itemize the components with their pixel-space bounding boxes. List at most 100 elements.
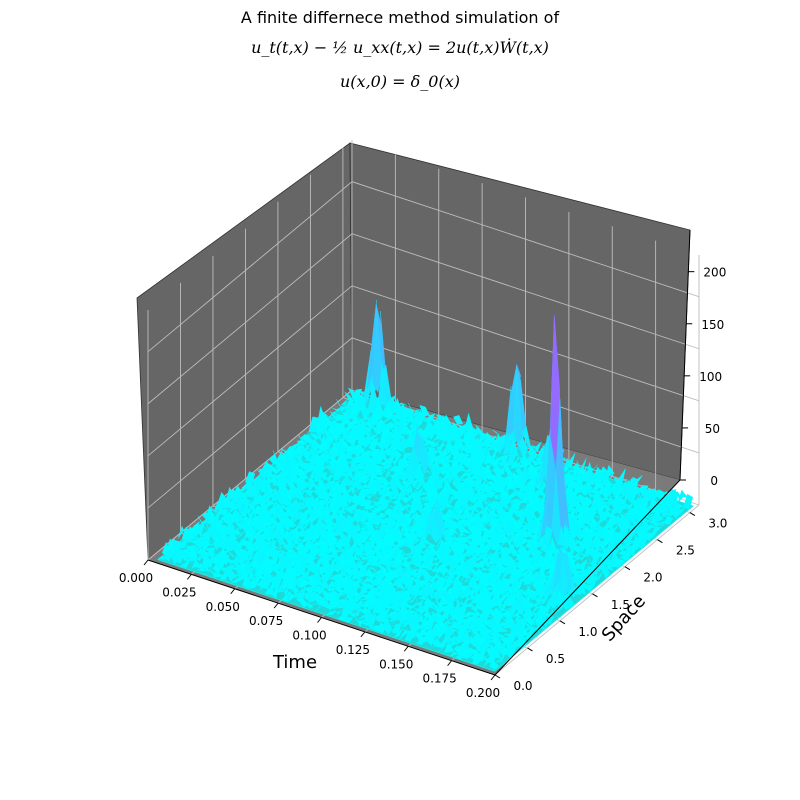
surface-cell	[290, 549, 301, 568]
grid-line-z	[147, 233, 700, 405]
surface-cell	[499, 598, 510, 608]
surface-cell	[573, 562, 584, 569]
surface-cell	[280, 524, 292, 532]
surface-cell	[262, 574, 274, 588]
x-tick	[317, 617, 322, 623]
surface-cell	[276, 498, 287, 505]
surface-cell	[211, 537, 222, 551]
surface-cell	[448, 620, 459, 633]
surface-cell	[352, 577, 363, 586]
surface-cell	[341, 472, 353, 491]
surface-cell	[460, 647, 471, 659]
surface-cell	[506, 453, 517, 466]
surface-cell	[360, 569, 371, 578]
surface-cell	[398, 470, 410, 483]
surface-cell	[286, 498, 296, 500]
surface-cell	[353, 592, 364, 603]
surface-cell	[395, 491, 407, 501]
x-tick-label: 0.200	[466, 686, 500, 700]
surface-cell	[362, 374, 373, 413]
surface-cell	[538, 544, 549, 555]
surface-cell	[617, 478, 628, 483]
surface-cell	[348, 610, 359, 618]
surface-cell	[509, 549, 520, 557]
x-tick	[490, 674, 496, 681]
surface-cell	[571, 556, 583, 567]
surface-cell	[324, 456, 334, 466]
surface-cell	[334, 506, 346, 519]
surface-cell	[302, 591, 313, 601]
surface-cell	[320, 602, 331, 607]
surface-cell	[315, 584, 326, 596]
surface-cell	[293, 575, 304, 587]
surface-cell	[397, 543, 409, 550]
surface-cell	[399, 579, 410, 593]
surface-cell	[667, 506, 678, 520]
surface-cell	[587, 554, 598, 568]
surface-cell	[525, 454, 536, 467]
surface-cell	[347, 387, 359, 402]
surface-cell	[348, 503, 359, 511]
surface-cell	[483, 653, 494, 668]
surface-cell	[579, 550, 590, 558]
surface-cell	[485, 489, 496, 499]
surface-cell	[344, 506, 355, 514]
surface-cell	[455, 643, 466, 661]
surface-cell	[269, 569, 280, 573]
surface-cell	[538, 609, 549, 622]
surface-cell	[225, 566, 236, 582]
surface-cell	[405, 504, 416, 516]
surface-cell	[582, 575, 593, 585]
surface-cell	[620, 513, 632, 533]
surface-cell	[426, 576, 437, 584]
surface-cell	[352, 560, 364, 570]
surface-cell	[599, 564, 610, 579]
surface-cell	[315, 602, 325, 612]
surface-cell	[570, 551, 581, 560]
surface-cell	[421, 581, 433, 599]
surface-cell	[253, 582, 264, 590]
surface-cell	[490, 462, 502, 469]
y-tick	[657, 539, 663, 544]
surface-cell	[285, 538, 296, 549]
surface-cell	[340, 396, 351, 406]
surface-cell	[407, 578, 418, 582]
x-tick-label: 0.150	[379, 657, 413, 671]
surface-cell	[497, 476, 508, 495]
surface-cell	[428, 498, 439, 518]
surface-cell	[378, 496, 389, 512]
surface-cell	[242, 492, 253, 508]
surface-cell	[488, 660, 499, 670]
surface-cell	[358, 440, 370, 448]
surface-cell	[471, 582, 482, 599]
surface-cell	[434, 448, 445, 465]
surface-cell	[603, 558, 615, 572]
surface-cell	[614, 546, 625, 558]
surface-cell	[349, 489, 359, 493]
surface-cell	[302, 466, 313, 475]
surface-cell	[679, 506, 690, 510]
surface-cell	[353, 476, 364, 490]
surface-cell	[477, 655, 488, 663]
surface-cell	[421, 484, 432, 503]
surface-cell	[365, 490, 376, 499]
surface-cell	[473, 548, 484, 559]
surface-cell	[429, 562, 439, 573]
x-tick	[186, 574, 192, 580]
surface-cell	[212, 564, 223, 575]
surface-cell	[387, 445, 398, 458]
z-tick-labels: 0 50 100 150 200	[680, 266, 726, 488]
surface-cell	[270, 579, 281, 599]
surface-cell	[313, 423, 325, 437]
z-tick-label: 50	[705, 422, 720, 436]
surface-cell	[484, 514, 495, 527]
surface-cell	[309, 602, 320, 605]
surface-cell	[658, 513, 670, 525]
surface-cell	[417, 496, 428, 501]
surface-cell	[287, 593, 298, 603]
surface-cell	[343, 403, 354, 421]
y-tick	[527, 647, 533, 652]
surface-cell	[245, 549, 256, 565]
surface-cell	[306, 538, 317, 546]
surface-cell	[661, 504, 672, 518]
